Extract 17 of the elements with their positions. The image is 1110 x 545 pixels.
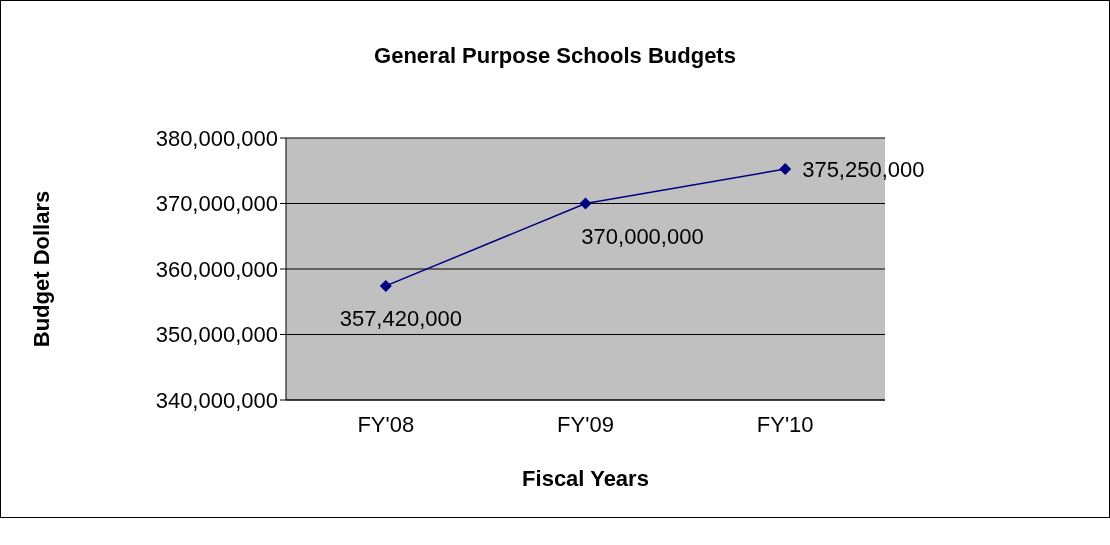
point [379,279,392,292]
chart-title: General Purpose Schools Budgets [373,43,737,69]
x-tick-label: FY'10 [756,411,814,437]
y-tick-label: 380,000,000 [155,125,278,151]
data-label: 357,420,000 [339,306,463,332]
y-tick-label: 340,000,000 [155,387,278,413]
x-axis-title: Fiscal Years [522,465,649,491]
y-tick-label: 350,000,000 [155,322,278,348]
x-tick-label: FY'09 [557,411,614,437]
data-label: 375,250,000 [802,156,925,182]
point [579,197,592,210]
point [779,163,792,176]
y-axis-title: Budget Dollars [28,190,54,348]
y-tick-label: 370,000,000 [155,191,278,217]
data-label: 370,000,000 [581,224,704,249]
x-tick-label: FY'08 [357,411,415,437]
y-tick-label: 360,000,000 [155,256,278,282]
